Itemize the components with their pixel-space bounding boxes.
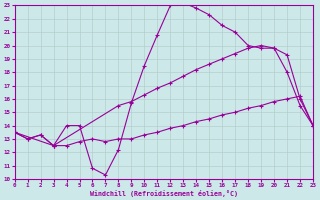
X-axis label: Windchill (Refroidissement éolien,°C): Windchill (Refroidissement éolien,°C) xyxy=(90,190,238,197)
